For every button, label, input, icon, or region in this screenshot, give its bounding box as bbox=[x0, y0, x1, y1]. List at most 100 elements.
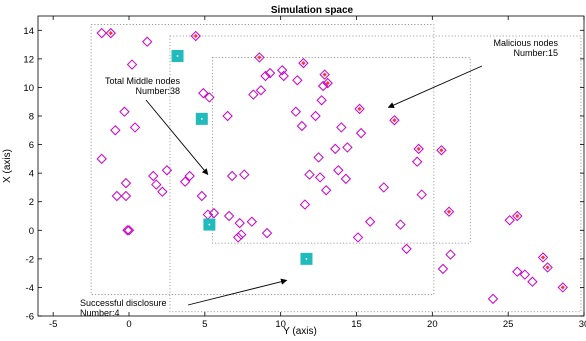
malicious-node-point bbox=[542, 262, 553, 273]
malicious-node-point bbox=[254, 52, 265, 63]
middle-node-point bbox=[120, 177, 132, 189]
middle-node-point bbox=[96, 27, 107, 39]
middle-node-point bbox=[222, 110, 233, 122]
disclosure-point bbox=[171, 50, 184, 62]
region-border bbox=[169, 35, 582, 313]
y-tick-label: 0 bbox=[29, 226, 34, 237]
middle-node-point bbox=[292, 75, 303, 86]
middle-node-point bbox=[487, 293, 499, 305]
middle-node-point bbox=[157, 186, 168, 197]
middle-node-point bbox=[120, 190, 132, 202]
middle-node-point bbox=[299, 199, 311, 210]
malicious-node-point bbox=[443, 206, 455, 217]
data-points bbox=[96, 27, 568, 305]
region-border bbox=[90, 24, 435, 295]
y-axis: -6 -4 -2 0 2 4 6 8 10 12 14 bbox=[23, 26, 584, 323]
malicious-node-point bbox=[298, 57, 309, 69]
middle-node-point bbox=[123, 225, 135, 236]
middle-node-point bbox=[204, 92, 215, 103]
malicious-node-point bbox=[389, 115, 400, 126]
middle-node-point bbox=[416, 189, 427, 200]
annotation-label: Malicious nodes Number:15 bbox=[493, 38, 558, 58]
malicious-node-point bbox=[413, 143, 424, 155]
annotation-arrow bbox=[187, 278, 288, 306]
middle-node-point bbox=[261, 227, 273, 239]
middle-node-point bbox=[264, 67, 276, 79]
middle-node-point bbox=[239, 169, 250, 180]
annotation-arrow bbox=[387, 65, 483, 109]
x-axis-label: Y (axis) bbox=[283, 326, 317, 337]
disclosure-point bbox=[195, 112, 208, 125]
middle-node-point bbox=[232, 232, 244, 243]
middle-node-point bbox=[342, 142, 353, 153]
middle-node-point bbox=[111, 190, 123, 202]
middle-node-point bbox=[196, 190, 208, 202]
middle-node-point bbox=[226, 170, 238, 182]
middle-node-point bbox=[401, 243, 412, 255]
x-tick-label: 0 bbox=[126, 319, 131, 330]
middle-node-point bbox=[512, 266, 523, 277]
x-tick-label: 10 bbox=[275, 319, 286, 330]
middle-node-point bbox=[519, 269, 531, 280]
malicious-node-point bbox=[557, 282, 568, 293]
x-axis: -5 0 5 10 15 20 25 30 bbox=[49, 16, 586, 330]
middle-node-point bbox=[320, 185, 332, 196]
middle-node-point bbox=[290, 106, 302, 117]
middle-node-point bbox=[184, 170, 195, 182]
middle-node-point bbox=[236, 229, 247, 240]
middle-node-point bbox=[208, 207, 220, 219]
malicious-node-point bbox=[319, 69, 330, 80]
middle-node-point bbox=[141, 36, 153, 47]
middle-node-point bbox=[151, 179, 162, 190]
middle-node-point bbox=[129, 122, 141, 133]
region-borders bbox=[90, 24, 582, 313]
annotations: Total Middle nodes Number:38 Malicious nod… bbox=[80, 38, 558, 318]
middle-node-point bbox=[504, 215, 515, 226]
disclosure-point bbox=[300, 252, 313, 265]
malicious-node-point bbox=[190, 30, 201, 42]
middle-node-point bbox=[445, 249, 456, 260]
middle-node-point bbox=[352, 232, 364, 243]
middle-node-point bbox=[161, 165, 173, 176]
middle-node-point bbox=[336, 122, 347, 133]
middle-node-point bbox=[126, 59, 138, 70]
middle-node-point bbox=[122, 225, 133, 236]
middle-node-point bbox=[355, 127, 367, 139]
y-tick-label: 6 bbox=[29, 140, 34, 151]
malicious-node-point bbox=[537, 252, 549, 263]
middle-node-point bbox=[96, 153, 107, 165]
middle-node-point bbox=[255, 85, 267, 96]
x-tick-label: 5 bbox=[202, 319, 207, 330]
malicious-node-point bbox=[105, 27, 117, 39]
annotation-label: Total Middle nodes Number:38 bbox=[105, 76, 181, 96]
malicious-node-point bbox=[354, 103, 365, 115]
middle-node-point bbox=[246, 216, 258, 227]
y-tick-label: -6 bbox=[26, 312, 34, 323]
annotation-label: Successful disclosure Number:4 bbox=[80, 298, 167, 318]
x-tick-label: 20 bbox=[427, 319, 438, 330]
middle-node-point bbox=[395, 219, 406, 230]
middle-node-point bbox=[276, 65, 288, 76]
middle-node-point bbox=[310, 110, 321, 122]
x-tick-label: 25 bbox=[503, 319, 514, 330]
middle-node-point bbox=[317, 80, 329, 92]
middle-node-point bbox=[179, 176, 191, 187]
y-axis-label: X (axis) bbox=[2, 149, 13, 183]
x-tick-label: 15 bbox=[351, 319, 362, 330]
middle-node-point bbox=[313, 152, 324, 163]
y-tick-label: -4 bbox=[26, 283, 34, 294]
malicious-node-point bbox=[436, 145, 447, 156]
y-tick-label: 12 bbox=[23, 54, 34, 65]
middle-node-point bbox=[234, 217, 245, 229]
middle-node-point bbox=[260, 70, 271, 82]
middle-node-point bbox=[333, 165, 344, 176]
middle-node-point bbox=[378, 182, 390, 193]
region-border bbox=[212, 57, 471, 244]
middle-node-point bbox=[330, 143, 341, 155]
y-tick-label: 2 bbox=[29, 197, 34, 208]
middle-node-point bbox=[437, 263, 449, 275]
annotation-arrow bbox=[145, 99, 209, 176]
middle-node-point bbox=[119, 106, 130, 117]
middle-node-point bbox=[364, 216, 376, 227]
